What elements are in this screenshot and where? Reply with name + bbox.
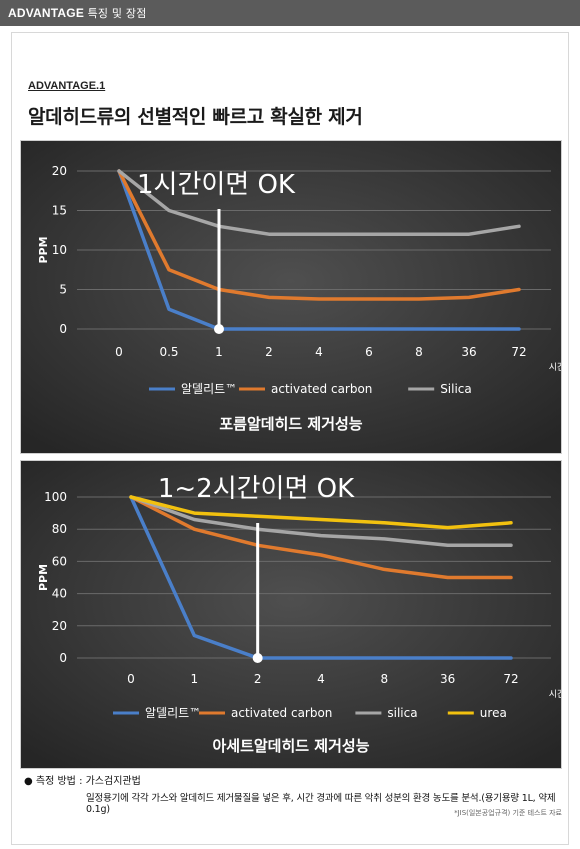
section-label: ADVANTAGE.1 — [28, 80, 106, 92]
series-line — [117, 169, 521, 236]
x-tick-label: 36 — [440, 672, 455, 686]
x-tick-label: 1 — [191, 672, 199, 686]
detail-note: 일정용기에 각각 가스와 알데히드 제거물질을 넣은 후, 시간 경과에 따른 … — [86, 793, 556, 815]
y-tick-label: 10 — [52, 243, 67, 257]
y-tick-label: 0 — [59, 322, 67, 336]
y-tick-label: 20 — [52, 619, 67, 633]
series-line — [117, 169, 521, 301]
y-tick-label: 0 — [59, 651, 67, 665]
x-tick-label: 4 — [317, 672, 325, 686]
source-note: *JIS(일본공업규격) 기준 테스트 자료 — [454, 809, 562, 817]
annotation-label: 1시간이면 OK — [137, 170, 296, 200]
y-axis-label: PPM — [37, 564, 50, 591]
y-tick-label: 40 — [52, 587, 67, 601]
x-tick-label: 0 — [115, 345, 123, 359]
marker-dot — [214, 324, 224, 334]
formaldehyde-chart-panel: 0 5 10 15 20 PPM 0 0.5 1 2 4 6 8 36 72 시간 1시간이면 OK 알델리트™ a… — [20, 140, 562, 454]
series-line — [129, 495, 513, 580]
method-note: ● 측정 방법 : 가스검지관법 — [24, 776, 141, 787]
y-tick-label: 20 — [52, 164, 67, 178]
series-line — [129, 495, 513, 548]
x-tick-label: 6 — [365, 345, 373, 359]
legend-label: activated carbon — [271, 382, 372, 396]
y-tick-label: 15 — [52, 204, 67, 218]
legend-label: activated carbon — [231, 706, 332, 720]
x-tick-label: 72 — [503, 672, 518, 686]
y-tick-label: 80 — [52, 522, 67, 536]
series-line — [129, 495, 513, 660]
y-tick-label: 60 — [52, 554, 67, 568]
brand-title: ADVANTAGE 특징 및 장점 — [8, 5, 147, 21]
formaldehyde-chart: 0 5 10 15 20 PPM 0 0.5 1 2 4 6 8 36 72 시간 1시간이면 OK 알델리트™ a… — [21, 141, 561, 453]
brand-name: ADVANTAGE — [8, 6, 85, 20]
brand-subtitle: 특징 및 장점 — [87, 7, 147, 20]
series-line — [129, 495, 513, 530]
x-tick-label: 8 — [415, 345, 423, 359]
x-tick-label: 2 — [254, 672, 262, 686]
top-bar: ADVANTAGE 특징 및 장점 — [0, 0, 580, 26]
x-tick-label: 1 — [215, 345, 223, 359]
acetaldehyde-chart: 0 20 40 60 80 100 PPM 0 1 2 4 8 36 72 시간 1~2시간이면 OK 알델리트… — [21, 461, 561, 768]
y-axis-label: PPM — [37, 236, 50, 263]
x-axis-label: 시간 — [549, 362, 561, 373]
x-tick-label: 4 — [315, 345, 323, 359]
x-tick-label: 0.5 — [159, 345, 178, 359]
chart-title: 포름알데히드 제거성능 — [219, 415, 362, 433]
x-tick-label: 8 — [381, 672, 389, 686]
x-tick-label: 2 — [265, 345, 273, 359]
legend-label: 알델리트™ — [181, 382, 237, 396]
method-text: 측정 방법 : 가스검지관법 — [35, 776, 141, 787]
legend-label: urea — [480, 706, 507, 720]
series-line — [117, 169, 521, 331]
acetaldehyde-chart-panel: 0 20 40 60 80 100 PPM 0 1 2 4 8 36 72 시간 1~2시간이면 OK 알델리트… — [20, 460, 562, 769]
marker-dot — [252, 653, 263, 663]
x-tick-label: 36 — [461, 345, 476, 359]
x-tick-label: 72 — [511, 345, 526, 359]
chart-background — [21, 461, 561, 768]
x-tick-label: 0 — [127, 672, 135, 686]
chart-title: 아세트알데히드 제거성능 — [212, 737, 369, 755]
legend-label: 알델리트™ — [145, 706, 201, 720]
legend-label: silica — [387, 706, 417, 720]
page-title: 알데히드류의 선별적인 빠르고 확실한 제거 — [28, 106, 363, 128]
y-tick-label: 100 — [44, 490, 67, 504]
legend-label: Silica — [440, 382, 472, 396]
x-axis-label: 시간 — [549, 689, 561, 700]
y-tick-label: 5 — [59, 283, 67, 297]
annotation-label: 1~2시간이면 OK — [158, 474, 355, 504]
